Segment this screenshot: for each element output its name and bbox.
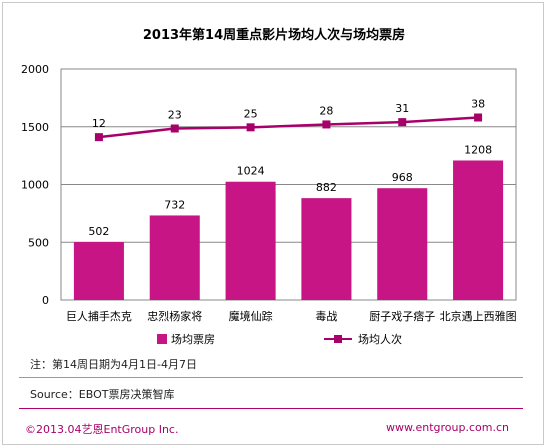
divider — [19, 377, 523, 378]
footer-divider — [19, 408, 523, 409]
x-tick-label: 毒战 — [315, 310, 337, 323]
plot-area: 0 500 1000 1500 2000 502 巨人捕手杰克 732 忠烈杨家将 1024 魔境仙… — [21, 63, 517, 323]
bar — [377, 188, 428, 300]
bar — [73, 242, 124, 300]
line-value-label: 12 — [92, 117, 106, 130]
bar-value-label: 882 — [316, 181, 337, 194]
x-tick-label: 魔境仙踪 — [229, 309, 273, 323]
chart-title: 2013年第14周重点影片场均人次与场均票房 — [143, 27, 405, 43]
line-value-label: 28 — [319, 104, 333, 117]
bar-value-label: 1024 — [237, 165, 265, 178]
bar-value-label: 502 — [88, 225, 109, 238]
line-marker — [322, 120, 331, 129]
bar — [149, 215, 200, 300]
legend-bar-label: 场均票房 — [171, 332, 215, 346]
chart: 2013年第14周重点影片场均人次与场均票房 0 500 1000 1500 2000 5… — [21, 27, 517, 346]
bar-value-label: 968 — [392, 171, 413, 184]
x-tick-label: 厨子戏子痞子 — [369, 310, 435, 323]
line-marker — [94, 133, 103, 142]
line-value-label: 25 — [244, 107, 258, 120]
legend: 场均票房 场均人次 — [157, 332, 402, 346]
x-tick-label: 忠烈杨家将 — [147, 309, 202, 323]
footnote: 注：第14周日期为4月1日-4月7日 — [30, 358, 197, 371]
y-tick-label: 500 — [28, 236, 49, 249]
website-link[interactable]: www.entgroup.com.cn — [386, 421, 509, 434]
legend-line-label: 场均人次 — [358, 332, 402, 346]
bar-value-label: 1208 — [464, 143, 492, 156]
source-text: Source：EBOT票房决策智库 — [30, 388, 175, 401]
bar-value-label: 732 — [164, 198, 185, 211]
line-marker — [170, 124, 179, 133]
legend-bar-swatch — [157, 334, 167, 344]
line-marker — [246, 123, 255, 132]
bar — [301, 198, 352, 300]
line-series — [98, 116, 479, 139]
y-tick-label: 0 — [42, 294, 49, 307]
line-marker — [398, 118, 407, 127]
line-value-label: 31 — [395, 102, 409, 115]
y-tick-label: 2000 — [21, 63, 49, 76]
bar — [453, 160, 504, 300]
line-value-label: 38 — [471, 98, 485, 111]
y-tick-label: 1500 — [21, 121, 49, 134]
legend-line-marker — [334, 335, 342, 343]
line-value-label: 23 — [168, 108, 182, 121]
x-tick-label: 巨人捕手杰克 — [66, 309, 132, 323]
copyright: ©2013.04艺恩EntGroup Inc. — [25, 423, 179, 436]
y-tick-label: 1000 — [21, 179, 49, 192]
bar — [225, 181, 276, 300]
x-tick-label: 北京遇上西雅图 — [440, 309, 517, 323]
line-marker — [474, 113, 483, 122]
